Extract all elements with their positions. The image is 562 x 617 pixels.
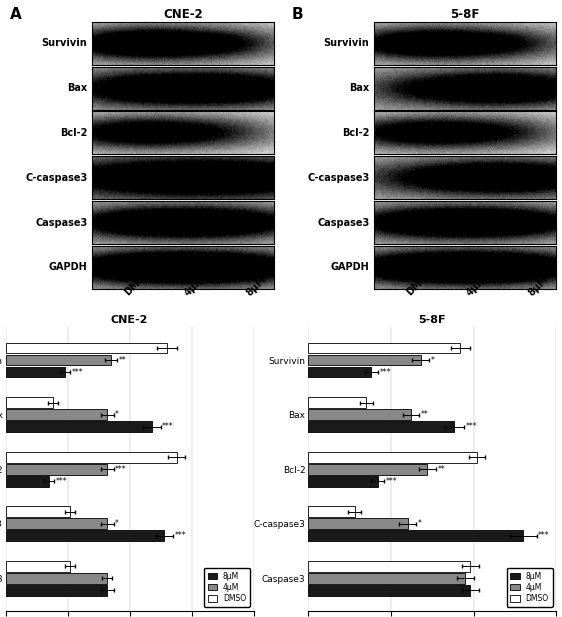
Bar — [6, 530, 165, 541]
Text: Caspase3: Caspase3 — [317, 218, 369, 228]
Text: ***: *** — [115, 465, 126, 474]
Text: ***: *** — [386, 476, 398, 486]
Text: 4μM: 4μM — [183, 274, 207, 297]
Bar — [309, 355, 421, 365]
Text: Caspase3: Caspase3 — [35, 218, 87, 228]
Text: A: A — [10, 7, 22, 22]
Bar — [309, 585, 470, 595]
Text: Bcl-2: Bcl-2 — [60, 128, 87, 138]
Bar — [309, 366, 371, 378]
Bar — [6, 409, 107, 420]
Title: 5-8F: 5-8F — [419, 315, 446, 325]
Bar — [6, 585, 107, 595]
Text: GAPDH: GAPDH — [330, 262, 369, 272]
Text: CNE-2: CNE-2 — [163, 8, 203, 21]
Text: ***: *** — [538, 531, 550, 540]
Text: 8μM: 8μM — [526, 274, 550, 297]
Text: C-caspase3: C-caspase3 — [25, 173, 87, 183]
Text: Bax: Bax — [67, 83, 87, 93]
Bar — [6, 573, 107, 584]
Text: B: B — [292, 7, 303, 22]
Legend: 8μM, 4μM, DMSO: 8μM, 4μM, DMSO — [506, 568, 552, 607]
Bar — [6, 518, 107, 529]
Text: *: * — [115, 410, 119, 419]
Text: GAPDH: GAPDH — [48, 262, 87, 272]
Bar — [6, 421, 152, 432]
Text: C-caspase3: C-caspase3 — [307, 173, 369, 183]
Bar — [309, 463, 427, 474]
Bar — [6, 397, 53, 408]
Title: CNE-2: CNE-2 — [111, 315, 148, 325]
Text: **: ** — [119, 355, 126, 365]
Bar — [309, 476, 378, 487]
Text: DMSO: DMSO — [404, 267, 434, 297]
Text: ***: *** — [55, 476, 67, 486]
Bar — [309, 342, 460, 354]
Text: *: * — [418, 519, 422, 528]
Text: ***: *** — [465, 422, 477, 431]
Bar — [6, 342, 167, 354]
Text: DMSO: DMSO — [122, 267, 152, 297]
Text: ***: *** — [174, 531, 186, 540]
Bar — [6, 463, 107, 474]
Bar — [309, 397, 366, 408]
Text: Bax: Bax — [349, 83, 369, 93]
Text: **: ** — [437, 465, 445, 474]
Text: 4μM: 4μM — [465, 274, 489, 297]
Text: ***: *** — [71, 368, 83, 376]
Bar — [309, 561, 470, 571]
Text: Survivin: Survivin — [324, 38, 369, 48]
Bar — [6, 476, 49, 487]
Bar — [309, 530, 523, 541]
Text: ***: *** — [379, 368, 391, 376]
Bar — [6, 355, 111, 365]
Text: *: * — [115, 519, 119, 528]
Bar — [309, 409, 411, 420]
Text: 5-8F: 5-8F — [450, 8, 480, 21]
Text: *: * — [430, 355, 434, 365]
Bar — [6, 506, 70, 517]
Bar — [309, 452, 477, 463]
Bar — [6, 452, 177, 463]
Text: **: ** — [421, 410, 428, 419]
Bar — [309, 573, 465, 584]
Text: ***: *** — [162, 422, 174, 431]
Bar — [309, 518, 407, 529]
Bar — [309, 506, 355, 517]
Legend: 8μM, 4μM, DMSO: 8μM, 4μM, DMSO — [204, 568, 250, 607]
Bar — [6, 366, 65, 378]
Text: Bcl-2: Bcl-2 — [342, 128, 369, 138]
Text: Survivin: Survivin — [42, 38, 87, 48]
Text: 8μM: 8μM — [244, 274, 268, 297]
Bar — [6, 561, 70, 571]
Bar — [309, 421, 454, 432]
